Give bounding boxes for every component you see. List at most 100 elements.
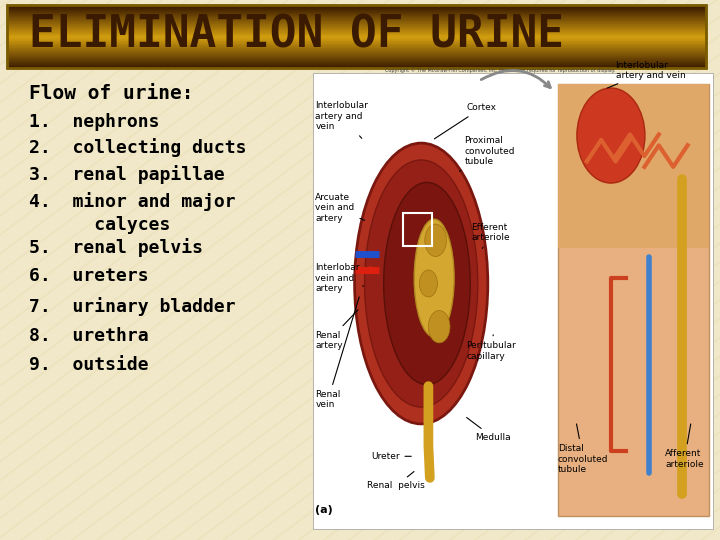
Bar — [7, 65, 706, 67]
Text: Flow of urine:: Flow of urine: — [29, 84, 193, 103]
Bar — [7, 32, 706, 33]
Text: Copyright © The McGraw-Hill Companies, Inc. Permission required for reproduction: Copyright © The McGraw-Hill Companies, I… — [385, 68, 616, 73]
Bar — [7, 40, 706, 42]
Text: 1.  nephrons: 1. nephrons — [29, 113, 159, 131]
Bar — [7, 7, 706, 9]
Bar — [7, 24, 706, 25]
Text: Arcuate
vein and
artery: Arcuate vein and artery — [315, 193, 364, 223]
Bar — [7, 21, 706, 22]
Text: Efferent
arteriole: Efferent arteriole — [472, 222, 510, 248]
Bar — [7, 35, 706, 36]
Text: Renal
artery: Renal artery — [315, 310, 358, 350]
Text: Renal  pelvis: Renal pelvis — [367, 471, 425, 490]
Bar — [7, 12, 706, 14]
Bar — [7, 63, 706, 64]
Bar — [7, 30, 706, 32]
Bar — [7, 16, 706, 17]
Bar — [7, 19, 706, 21]
Bar — [7, 66, 706, 68]
Bar — [7, 30, 706, 31]
Bar — [7, 5, 706, 7]
Bar — [7, 49, 706, 50]
Bar — [7, 40, 706, 41]
Text: 7.  urinary bladder: 7. urinary bladder — [29, 297, 235, 316]
Bar — [7, 5, 706, 68]
Bar — [7, 11, 706, 12]
Bar — [7, 62, 706, 63]
Text: Medulla: Medulla — [467, 417, 510, 442]
Bar — [7, 55, 706, 57]
Bar — [7, 45, 706, 46]
Bar — [558, 84, 709, 248]
Bar — [7, 33, 706, 34]
Text: Distal
convoluted
tubule: Distal convoluted tubule — [558, 424, 608, 474]
Bar — [7, 28, 706, 30]
Bar — [7, 37, 706, 38]
Bar — [7, 50, 706, 51]
Bar — [7, 23, 706, 25]
Bar — [7, 58, 706, 59]
Ellipse shape — [384, 183, 470, 384]
Bar — [7, 49, 706, 50]
Ellipse shape — [364, 160, 478, 407]
Ellipse shape — [355, 143, 488, 424]
Bar — [7, 10, 706, 11]
Text: Peritubular
capillary: Peritubular capillary — [467, 335, 516, 361]
Bar — [7, 64, 706, 65]
Bar — [7, 31, 706, 32]
Bar — [7, 51, 706, 52]
Bar — [7, 25, 706, 26]
Bar — [7, 52, 706, 53]
Text: Cortex: Cortex — [434, 104, 497, 139]
Bar — [7, 23, 706, 24]
Bar — [7, 62, 706, 64]
Text: Ureter: Ureter — [371, 452, 411, 461]
Bar — [7, 57, 706, 58]
Text: Interlobar
vein and
artery: Interlobar vein and artery — [315, 263, 364, 293]
Ellipse shape — [425, 224, 446, 256]
Bar — [7, 46, 706, 48]
Bar — [7, 18, 706, 19]
Bar — [7, 44, 706, 46]
Text: Afferent
arteriole: Afferent arteriole — [665, 424, 704, 469]
Bar — [7, 51, 706, 53]
Bar — [7, 56, 706, 57]
Text: 3.  renal papillae: 3. renal papillae — [29, 165, 225, 184]
Bar — [7, 12, 706, 13]
Bar — [7, 61, 706, 62]
Bar — [7, 60, 706, 62]
Bar — [7, 8, 706, 9]
Ellipse shape — [577, 88, 645, 183]
Bar — [7, 26, 706, 28]
Text: 6.  ureters: 6. ureters — [29, 267, 148, 285]
Text: 9.  outside: 9. outside — [29, 356, 148, 374]
Bar — [7, 44, 706, 45]
Bar — [7, 42, 706, 43]
Text: 4.  minor and major
      calyces: 4. minor and major calyces — [29, 192, 235, 234]
Bar — [403, 213, 432, 246]
Bar — [7, 17, 706, 18]
Text: Interlobular
artery and vein: Interlobular artery and vein — [608, 60, 685, 88]
Text: 2.  collecting ducts: 2. collecting ducts — [29, 138, 246, 157]
Bar — [7, 14, 706, 15]
Text: 5.  renal pelvis: 5. renal pelvis — [29, 238, 203, 256]
Bar — [7, 33, 706, 35]
Bar — [7, 14, 706, 16]
Bar — [7, 26, 706, 27]
Text: Interlobular
artery and
vein: Interlobular artery and vein — [315, 101, 368, 138]
Bar — [7, 35, 706, 36]
Bar — [7, 21, 706, 23]
Bar — [7, 65, 706, 66]
Bar — [7, 29, 706, 30]
Bar — [7, 43, 706, 44]
Bar — [7, 28, 706, 29]
Text: (a): (a) — [315, 505, 333, 515]
Bar — [7, 6, 706, 8]
Bar — [7, 19, 706, 20]
Bar — [7, 17, 706, 18]
Text: Proximal
convoluted
tubule: Proximal convoluted tubule — [459, 136, 515, 171]
Bar — [7, 9, 706, 10]
Bar — [7, 42, 706, 43]
Ellipse shape — [428, 310, 450, 343]
Bar — [7, 55, 706, 56]
